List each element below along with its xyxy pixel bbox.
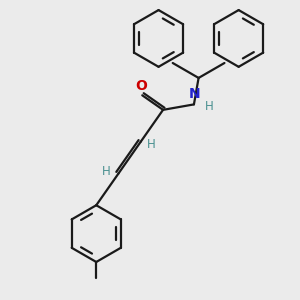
Text: H: H <box>101 166 110 178</box>
Text: H: H <box>204 100 213 113</box>
Text: N: N <box>189 87 200 101</box>
Text: O: O <box>135 79 147 93</box>
Text: H: H <box>147 138 156 151</box>
